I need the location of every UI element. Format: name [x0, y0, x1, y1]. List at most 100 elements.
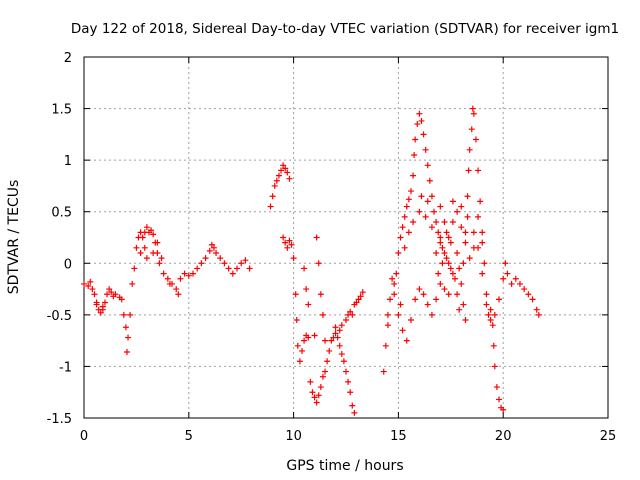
data-point: [137, 249, 144, 256]
data-point: [516, 280, 523, 287]
data-point: [483, 301, 490, 308]
data-point: [143, 255, 150, 262]
chart-title: Day 122 of 2018, Sidereal Day-to-day VTE…: [71, 21, 619, 37]
data-point: [242, 257, 249, 264]
data-point: [443, 229, 450, 236]
data-point: [500, 275, 507, 282]
x-tick-label: 10: [285, 429, 302, 444]
data-point: [469, 105, 476, 112]
data-point: [422, 146, 429, 153]
data-point: [122, 324, 129, 331]
data-point: [393, 270, 400, 277]
x-tick-label: 5: [185, 429, 193, 444]
data-point: [456, 265, 463, 272]
data-point: [445, 260, 452, 267]
data-point: [470, 244, 477, 251]
data-point: [403, 203, 410, 210]
data-point: [97, 309, 104, 316]
data-point: [104, 291, 111, 298]
data-point: [185, 272, 192, 279]
data-point: [131, 265, 138, 272]
data-point: [533, 306, 540, 313]
data-point: [194, 265, 201, 272]
data-point: [454, 208, 461, 215]
data-point: [391, 280, 398, 287]
axis-ticks: 0 5 10 15 20 25 -1.5 -1 -0.5 0 0.5 1 1.5 2: [47, 51, 617, 444]
data-point: [451, 275, 458, 282]
data-point: [465, 167, 472, 174]
data-point: [202, 255, 209, 262]
data-point: [110, 293, 117, 300]
data-point: [462, 317, 469, 324]
data-point: [529, 296, 536, 303]
data-point: [198, 260, 205, 267]
data-point: [322, 368, 329, 375]
data-point: [412, 296, 419, 303]
data-points: [81, 105, 542, 416]
y-tick-label: 1.5: [51, 103, 72, 118]
data-point: [420, 291, 427, 298]
data-point: [81, 280, 87, 287]
data-point: [428, 311, 435, 318]
data-point: [422, 213, 429, 220]
x-tick-label: 0: [80, 429, 88, 444]
x-axis-label: GPS time / hours: [286, 458, 403, 474]
data-point: [347, 389, 354, 396]
data-point: [424, 301, 431, 308]
data-point: [437, 280, 444, 287]
data-point: [410, 219, 417, 226]
data-point: [490, 342, 497, 349]
data-point: [118, 296, 125, 303]
data-point: [181, 270, 188, 277]
data-point: [512, 275, 519, 282]
data-point: [284, 169, 291, 176]
data-point: [234, 265, 241, 272]
y-tick-label: -0.5: [47, 309, 72, 324]
y-tick-label: 0: [64, 257, 72, 272]
data-point: [303, 286, 310, 293]
data-point: [286, 175, 293, 182]
data-point: [298, 347, 305, 354]
y-axis-label: SDTVAR / TECUs: [6, 180, 22, 295]
data-point: [485, 311, 492, 318]
data-point: [296, 358, 303, 365]
data-point: [317, 384, 324, 391]
data-point: [359, 289, 366, 296]
data-point: [416, 208, 423, 215]
data-point: [133, 244, 140, 251]
data-point: [410, 172, 417, 179]
data-point: [460, 260, 467, 267]
data-point: [284, 244, 291, 251]
data-point: [443, 255, 450, 262]
data-point: [269, 193, 276, 200]
data-point: [397, 234, 404, 241]
data-point: [213, 249, 220, 256]
data-point: [433, 219, 440, 226]
x-tick-label: 20: [495, 429, 512, 444]
data-point: [106, 286, 113, 293]
data-point: [343, 317, 349, 324]
data-point: [428, 224, 435, 231]
data-point: [129, 280, 136, 287]
data-point: [496, 396, 503, 403]
data-point: [208, 241, 215, 248]
data-point: [384, 322, 391, 329]
data-point: [382, 342, 389, 349]
data-point: [322, 337, 329, 344]
data-point: [108, 289, 115, 296]
data-point: [311, 394, 318, 401]
data-point: [384, 311, 391, 318]
data-point: [173, 286, 180, 293]
data-point: [487, 306, 494, 313]
data-point: [441, 286, 448, 293]
data-point: [273, 177, 280, 184]
data-point: [282, 165, 289, 172]
data-point: [483, 291, 490, 298]
data-point: [166, 280, 173, 287]
data-point: [139, 234, 146, 241]
y-tick-label: 2: [64, 51, 72, 66]
data-point: [332, 324, 339, 331]
data-point: [475, 213, 482, 220]
data-point: [391, 291, 398, 298]
